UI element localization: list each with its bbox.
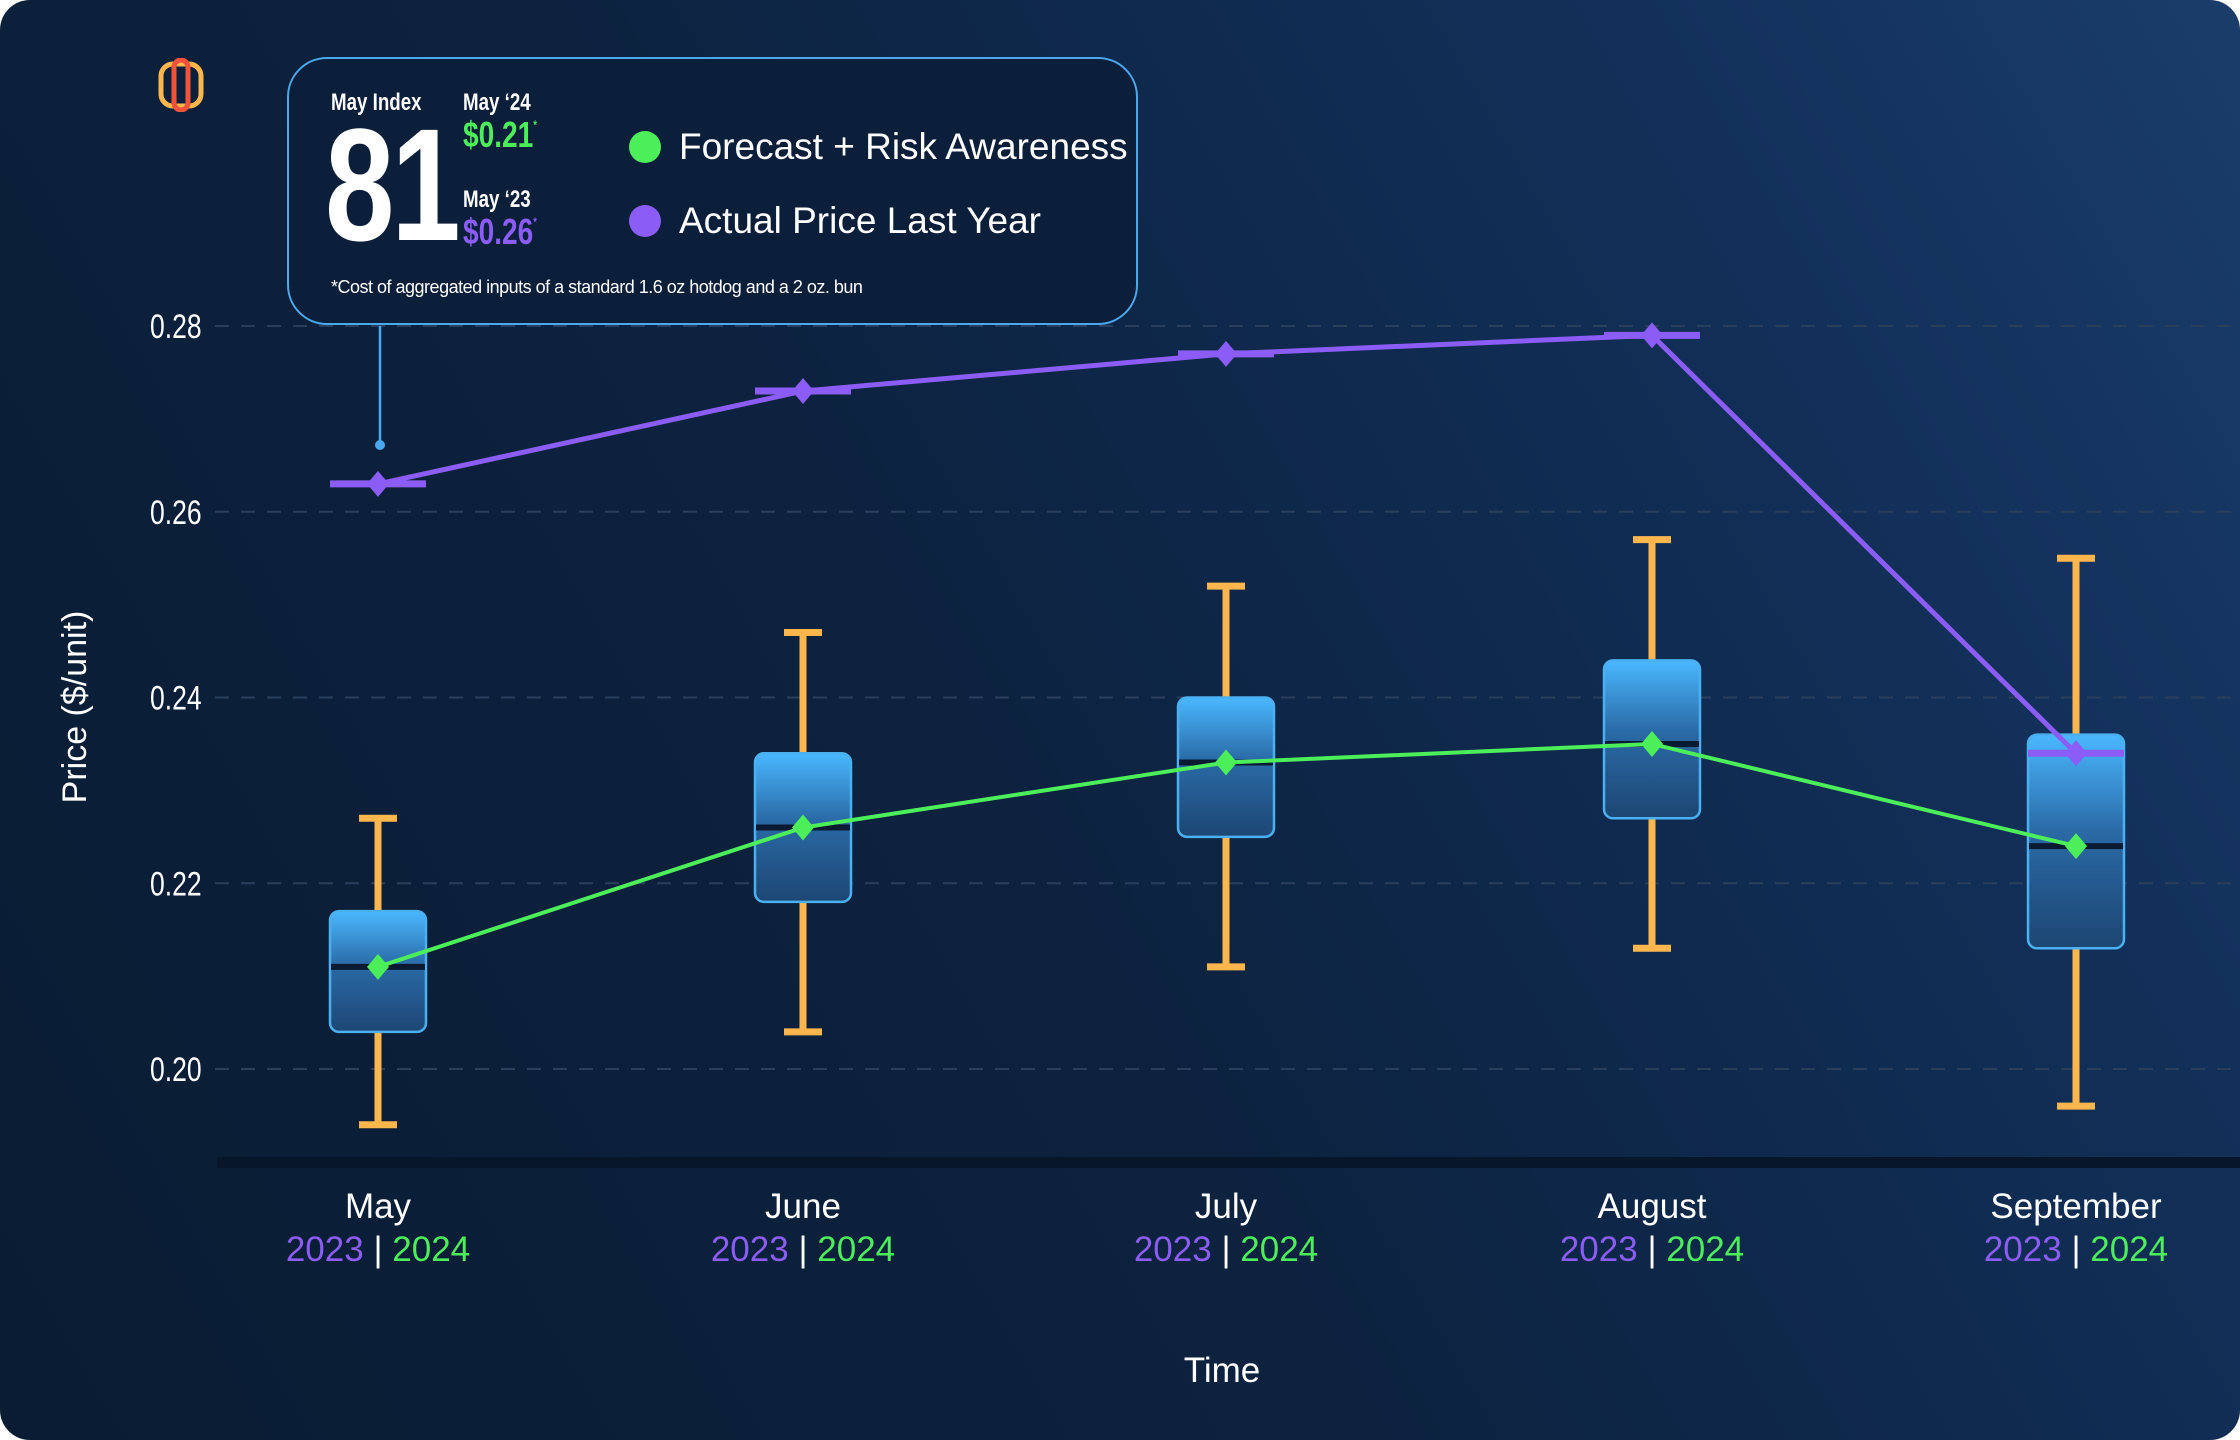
x-tick-label: August [1598, 1187, 1707, 1226]
year-previous: 2023 [286, 1230, 364, 1269]
footnote: *Cost of aggregated inputs of a standard… [331, 277, 863, 297]
index-value: 81 [325, 95, 461, 274]
y-tick-label: 0.22 [150, 865, 202, 903]
current-price: $0.21* [463, 114, 537, 156]
year-separator: | [2062, 1230, 2091, 1269]
year-current: 2024 [817, 1230, 895, 1269]
year-current: 2024 [1666, 1230, 1744, 1269]
year-current: 2024 [392, 1230, 470, 1269]
x-year-label: 2023 | 2024 [286, 1230, 470, 1269]
legend-item-actual: Actual Price Last Year [629, 200, 1041, 242]
legend-item-forecast: Forecast + Risk Awareness [629, 126, 1128, 168]
forecast-point [1215, 749, 1237, 776]
forecast-point [792, 814, 814, 841]
asterisk: * [533, 215, 537, 229]
year-separator: | [789, 1230, 818, 1269]
legend-label-forecast: Forecast + Risk Awareness [679, 126, 1128, 167]
current-price-value: $0.21 [463, 114, 534, 155]
year-current: 2024 [2090, 1230, 2168, 1269]
previous-period-label: May ‘23 [463, 186, 531, 213]
forecast-point [2065, 833, 2087, 860]
year-current: 2024 [1240, 1230, 1318, 1269]
y-tick-label: 0.28 [150, 308, 202, 346]
asterisk: * [533, 118, 537, 132]
year-previous: 2023 [1560, 1230, 1638, 1269]
legend-label-actual: Actual Price Last Year [679, 200, 1041, 241]
x-tick-label: July [1195, 1187, 1258, 1226]
x-year-label: 2023 | 2024 [1134, 1230, 1318, 1269]
year-separator: | [1212, 1230, 1241, 1269]
previous-price: $0.26* [463, 211, 537, 253]
actual-point [1641, 322, 1663, 349]
y-tick-label: 0.20 [150, 1051, 202, 1089]
current-period-label: May ‘24 [463, 89, 531, 116]
year-previous: 2023 [1134, 1230, 1212, 1269]
x-tick-label: June [765, 1187, 841, 1226]
legend-dot-forecast [629, 131, 661, 163]
y-tick-label: 0.26 [150, 494, 202, 532]
year-previous: 2023 [1984, 1230, 2062, 1269]
legend-dot-actual [629, 205, 661, 237]
forecast-point [1641, 730, 1663, 757]
index-label: May Index [331, 89, 422, 116]
actual-point [2065, 740, 2087, 767]
actual-point [792, 378, 814, 405]
year-separator: | [364, 1230, 393, 1269]
callout-dot [375, 440, 385, 450]
logo-icon [158, 58, 204, 112]
x-axis-line [217, 1157, 2240, 1168]
actual-point [1215, 340, 1237, 367]
x-tick-label: May [345, 1187, 412, 1226]
x-year-label: 2023 | 2024 [711, 1230, 895, 1269]
y-tick-label: 0.24 [150, 679, 202, 717]
y-axis-label: Price ($/unit) [56, 611, 94, 804]
previous-price-value: $0.26 [463, 211, 534, 252]
year-previous: 2023 [711, 1230, 789, 1269]
x-year-label: 2023 | 2024 [1560, 1230, 1744, 1269]
year-separator: | [1638, 1230, 1667, 1269]
info-panel: May Index 81 May ‘24 $0.21* May ‘23 $0.2… [287, 57, 1138, 325]
x-tick-label: September [1990, 1187, 2162, 1226]
x-year-label: 2023 | 2024 [1984, 1230, 2168, 1269]
actual-point [367, 470, 389, 497]
x-axis-label: Time [1184, 1351, 1260, 1390]
forecast-point [367, 953, 389, 980]
